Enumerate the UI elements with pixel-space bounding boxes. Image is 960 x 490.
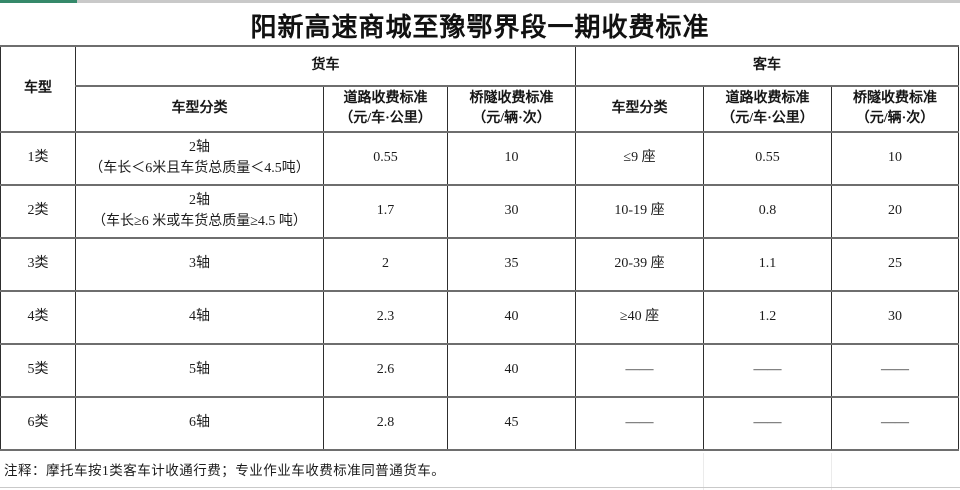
truck-class-cell: 6轴 xyxy=(75,396,324,451)
bus-bridge-rate-cell: —— xyxy=(831,343,959,398)
truck-road-rate-cell: 2 xyxy=(323,237,448,292)
bus-road-rate-cell: 0.8 xyxy=(703,184,832,239)
faint-gridline xyxy=(831,453,832,490)
bus-road-rate-cell: —— xyxy=(703,343,832,398)
truck-class-cell: 5轴 xyxy=(75,343,324,398)
truck-class-cell: 2轴 （车长≥6 米或车货总质量≥4.5 吨） xyxy=(75,184,324,239)
bus-road-rate-cell: 0.55 xyxy=(703,131,832,186)
sub-header-row: 车型分类 道路收费标准 （元/车·公里） 桥隧收费标准 （元/辆·次） 车型分类… xyxy=(1,85,959,133)
bus-group-header: 客车 xyxy=(575,45,959,87)
footnote: 注释：摩托车按1类客车计收通行费；专业作业车收费标准同普通货车。 xyxy=(4,463,446,478)
bus-bridge-rate-cell: 10 xyxy=(831,131,959,186)
page-title: 阳新高速商城至豫鄂界段一期收费标准 xyxy=(250,12,710,42)
vehicle-type-cell: 3类 xyxy=(0,237,76,292)
truck-class-cell: 4轴 xyxy=(75,290,324,345)
bus-bridge-rate-cell: —— xyxy=(831,396,959,451)
subheader-truck-class: 车型分类 xyxy=(75,85,324,133)
truck-road-rate-cell: 1.7 xyxy=(323,184,448,239)
truck-road-rate-cell: 0.55 xyxy=(323,131,448,186)
bus-class-cell: 20-39 座 xyxy=(575,237,704,292)
truck-bridge-rate-cell: 40 xyxy=(447,343,576,398)
truck-bridge-rate-cell: 10 xyxy=(447,131,576,186)
truck-bridge-rate-cell: 40 xyxy=(447,290,576,345)
table-row-class5: 5类 5轴 2.6 40 —— —— —— xyxy=(0,343,959,398)
vehicle-type-cell: 5类 xyxy=(0,343,76,398)
truck-road-rate-cell: 2.6 xyxy=(323,343,448,398)
table-row-class1: 1类 2轴 （车长＜6米且车货总质量＜4.5吨） 0.55 10 ≤9 座 0.… xyxy=(0,131,959,186)
vehicle-type-cell: 6类 xyxy=(0,396,76,451)
bus-road-rate-cell: 1.1 xyxy=(703,237,832,292)
truck-class-cell: 3轴 xyxy=(75,237,324,292)
bus-bridge-rate-cell: 30 xyxy=(831,290,959,345)
subheader-truck-road-rate: 道路收费标准 （元/车·公里） xyxy=(323,85,448,133)
table-row-class3: 3类 3轴 2 35 20-39 座 1.1 25 xyxy=(0,237,959,292)
subheader-bus-road-rate: 道路收费标准 （元/车·公里） xyxy=(703,85,832,133)
truck-bridge-rate-cell: 35 xyxy=(447,237,576,292)
table-row-class2: 2类 2轴 （车长≥6 米或车货总质量≥4.5 吨） 1.7 30 10-19 … xyxy=(0,184,959,239)
bus-road-rate-cell: 1.2 xyxy=(703,290,832,345)
table-row-class6: 6类 6轴 2.8 45 —— —— —— xyxy=(0,396,959,451)
bus-class-cell: 10-19 座 xyxy=(575,184,704,239)
table-row-class4: 4类 4轴 2.3 40 ≥40 座 1.2 30 xyxy=(0,290,959,345)
truck-class-cell: 2轴 （车长＜6米且车货总质量＜4.5吨） xyxy=(75,131,324,186)
bus-class-cell: ≤9 座 xyxy=(575,131,704,186)
bus-class-cell: —— xyxy=(575,396,704,451)
bus-bridge-rate-cell: 20 xyxy=(831,184,959,239)
top-accent-strip-green xyxy=(0,0,77,3)
truck-road-rate-cell: 2.8 xyxy=(323,396,448,451)
toll-fee-table: 车型 货车 客车 车型分类 道路收费标准 （元/车·公里） 桥隧收费标准 （元/… xyxy=(0,45,959,451)
bus-road-rate-cell: —— xyxy=(703,396,832,451)
subheader-bus-class: 车型分类 xyxy=(575,85,704,133)
corner-header-vehicle-type: 车型 xyxy=(0,45,76,133)
bottom-divider xyxy=(0,487,960,488)
subheader-truck-bridge-rate: 桥隧收费标准 （元/辆·次） xyxy=(447,85,576,133)
truck-group-header: 货车 xyxy=(75,45,576,87)
truck-bridge-rate-cell: 45 xyxy=(447,396,576,451)
truck-road-rate-cell: 2.3 xyxy=(323,290,448,345)
group-header-row: 车型 货车 客车 xyxy=(0,45,959,133)
vehicle-type-cell: 1类 xyxy=(0,131,76,186)
vehicle-type-cell: 4类 xyxy=(0,290,76,345)
bus-class-cell: —— xyxy=(575,343,704,398)
truck-bridge-rate-cell: 30 xyxy=(447,184,576,239)
faint-gridline xyxy=(703,453,704,490)
subheader-bus-bridge-rate: 桥隧收费标准 （元/辆·次） xyxy=(831,85,959,133)
top-accent-strip-gray xyxy=(77,0,960,3)
bus-bridge-rate-cell: 25 xyxy=(831,237,959,292)
bus-class-cell: ≥40 座 xyxy=(575,290,704,345)
vehicle-type-cell: 2类 xyxy=(0,184,76,239)
